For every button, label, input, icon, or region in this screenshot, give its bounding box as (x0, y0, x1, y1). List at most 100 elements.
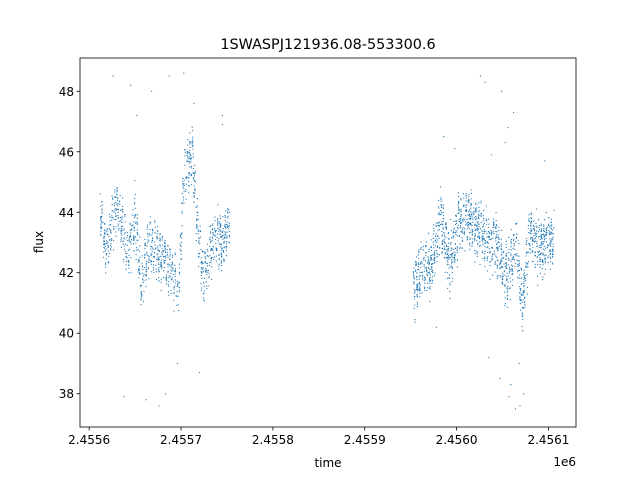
data-point (465, 209, 467, 211)
data-point (125, 256, 127, 258)
data-point (486, 259, 489, 261)
data-point (203, 299, 205, 301)
data-point (475, 208, 477, 210)
data-point (164, 248, 166, 250)
data-point (530, 228, 532, 230)
data-point (435, 241, 438, 243)
data-point (471, 234, 473, 236)
data-point (152, 269, 154, 271)
data-point (529, 232, 531, 234)
data-point (108, 252, 110, 255)
data-point (429, 279, 431, 282)
data-point (478, 210, 480, 213)
data-point (164, 245, 166, 247)
data-point (220, 261, 222, 263)
data-point (494, 253, 496, 255)
data-point (165, 283, 167, 285)
data-point (425, 241, 427, 243)
data-point (474, 228, 477, 230)
data-point (542, 252, 544, 255)
data-point (553, 209, 555, 211)
data-point (119, 217, 122, 219)
data-point (197, 233, 199, 235)
data-point (129, 223, 131, 226)
data-point (531, 243, 534, 245)
data-point (123, 233, 126, 235)
data-point (117, 214, 119, 217)
data-point (222, 216, 224, 218)
data-point (440, 213, 442, 215)
data-point (523, 282, 525, 285)
data-point (542, 243, 544, 245)
x-tick-label: 2.4559 (344, 433, 386, 447)
data-point (108, 235, 110, 237)
data-point (100, 216, 102, 218)
data-point (516, 253, 518, 255)
data-point (544, 262, 546, 264)
data-point (218, 254, 220, 256)
data-point (161, 267, 163, 269)
data-point (448, 277, 450, 279)
data-point (214, 227, 216, 229)
data-point (510, 243, 512, 245)
data-point (160, 259, 162, 261)
data-point (470, 204, 472, 206)
data-point (116, 191, 118, 193)
data-point (506, 291, 508, 293)
data-point (441, 240, 443, 242)
data-point (101, 212, 103, 214)
data-point (419, 288, 421, 291)
data-point (536, 241, 538, 243)
data-point (496, 267, 498, 269)
data-point (433, 247, 435, 249)
data-point (418, 269, 420, 271)
data-point (114, 231, 117, 233)
data-point (532, 240, 534, 242)
data-point (148, 258, 150, 260)
data-point (520, 277, 523, 279)
data-point (202, 262, 204, 264)
data-point (448, 267, 450, 269)
data-point (165, 257, 167, 259)
data-point (164, 250, 166, 252)
data-point (502, 256, 504, 258)
data-point (143, 266, 146, 269)
data-point (167, 266, 169, 268)
data-point (171, 263, 173, 265)
data-point (155, 278, 158, 280)
data-point (513, 233, 515, 236)
data-point (108, 224, 111, 226)
data-point (463, 205, 465, 208)
data-point (502, 251, 505, 253)
data-point (197, 241, 200, 243)
data-point (179, 289, 181, 291)
data-point (191, 165, 193, 168)
data-point (142, 268, 144, 271)
data-point (156, 233, 158, 235)
data-point (488, 231, 491, 233)
data-point (419, 290, 421, 292)
data-point (129, 222, 131, 224)
data-point (186, 177, 188, 179)
data-point (429, 257, 432, 259)
data-point (447, 271, 449, 274)
data-point (217, 221, 219, 223)
data-point (143, 290, 145, 293)
y-tick-label: 46 (59, 145, 74, 159)
data-point (480, 214, 482, 216)
data-point (183, 202, 185, 204)
data-point (429, 273, 431, 275)
data-point (496, 236, 498, 239)
data-point (459, 235, 461, 237)
data-point (173, 291, 175, 294)
data-point (193, 102, 195, 104)
data-point (416, 284, 418, 286)
data-point (198, 240, 200, 242)
data-point (498, 230, 500, 232)
data-point (185, 188, 187, 191)
data-point (178, 291, 180, 293)
data-point (212, 224, 214, 226)
data-point (147, 236, 149, 238)
data-point (167, 281, 170, 283)
data-point (130, 243, 132, 245)
